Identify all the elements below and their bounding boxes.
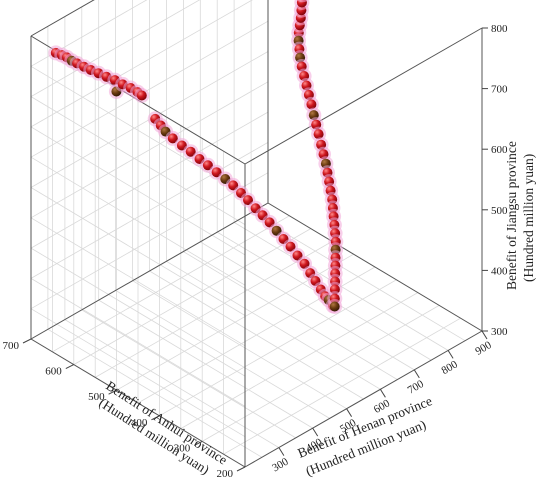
data-point-marker bbox=[211, 167, 222, 178]
floor-grid-line bbox=[64, 319, 280, 448]
back-wall-grid-line bbox=[30, 20, 269, 158]
x-axis-tick bbox=[151, 415, 160, 421]
z-axis-tick-label: 800 bbox=[491, 23, 508, 35]
back-wall-grid-line bbox=[30, 142, 269, 279]
side-wall-grid-line bbox=[30, 247, 246, 377]
box-edge bbox=[30, 202, 269, 340]
z-axis-tick-label: 500 bbox=[491, 205, 508, 217]
x-axis-tick-label: 400 bbox=[131, 417, 148, 429]
z-axis-tick-label: 700 bbox=[491, 84, 508, 96]
box-edge bbox=[244, 330, 483, 468]
y-axis-tick bbox=[379, 389, 386, 398]
z-axis-label-line-2: (Hundred million yuan) bbox=[521, 154, 536, 282]
z-axis-tick-label: 400 bbox=[491, 265, 508, 277]
floor-grid-line bbox=[47, 328, 263, 458]
back-wall-grid-line bbox=[30, 81, 269, 219]
data-point bbox=[297, 0, 308, 3]
floor-grid-line bbox=[166, 260, 381, 390]
data-point-marker bbox=[136, 90, 147, 101]
data-point-marker bbox=[329, 301, 340, 312]
box-edge bbox=[244, 27, 483, 165]
x-axis-tick-label: 300 bbox=[174, 442, 191, 454]
x-axis-tick bbox=[108, 389, 117, 395]
floor-grid-line bbox=[200, 241, 415, 371]
floor-grid-line bbox=[81, 309, 297, 439]
z-axis-tick-label: 300 bbox=[491, 326, 508, 338]
points-group bbox=[48, 0, 344, 314]
axis-ticks-group: 2003004005006007003004005006007008009003… bbox=[3, 23, 509, 480]
back-wall-grid-line bbox=[30, 172, 269, 310]
box-edge bbox=[267, 202, 483, 332]
data-point-glow bbox=[297, 0, 308, 3]
data-point bbox=[134, 88, 150, 103]
data-point bbox=[327, 299, 343, 314]
y-axis-tick bbox=[413, 369, 420, 379]
data-point-marker bbox=[167, 133, 178, 144]
data-point-marker bbox=[285, 241, 296, 252]
side-wall-grid-line bbox=[30, 126, 246, 256]
data-point-marker bbox=[313, 129, 324, 140]
data-point-marker bbox=[243, 195, 253, 206]
x-axis-tick-label: 700 bbox=[3, 340, 20, 352]
side-wall-grid-line bbox=[30, 96, 246, 225]
floor-grid-line bbox=[183, 251, 398, 380]
box-edge bbox=[30, 338, 246, 468]
x-axis-tick-label: 600 bbox=[45, 366, 62, 378]
y-axis-tick bbox=[481, 330, 488, 340]
side-wall-grid-line bbox=[30, 156, 246, 286]
floor-grid-line bbox=[98, 299, 313, 429]
side-wall-grid-line bbox=[30, 308, 246, 438]
back-wall-grid-line bbox=[30, 0, 148, 67]
floor-grid-line bbox=[132, 280, 347, 410]
data-point-marker bbox=[306, 99, 317, 110]
y-axis-tick-label: 700 bbox=[406, 378, 427, 397]
back-wall-grid-line bbox=[30, 111, 269, 249]
y-axis-tick-label: 800 bbox=[439, 358, 460, 377]
floor-grid-line bbox=[149, 270, 364, 400]
back-wall-grid-line bbox=[30, 0, 253, 128]
x-axis-tick bbox=[193, 440, 203, 446]
data-point-marker bbox=[202, 160, 213, 171]
z-axis-tick-label: 600 bbox=[491, 144, 508, 156]
back-wall-grid-line bbox=[30, 0, 201, 97]
box-edge bbox=[30, 0, 95, 37]
y-axis-tick-label: 300 bbox=[270, 455, 291, 474]
side-wall-grid-line bbox=[30, 217, 246, 347]
data-point-marker bbox=[185, 146, 196, 157]
x-axis-tick bbox=[22, 338, 32, 344]
z-axis-label-line-1: Benefit of Jiangsu province bbox=[504, 141, 519, 290]
y-axis-tick bbox=[278, 447, 285, 456]
box-frame bbox=[30, 0, 483, 468]
y-axis-tick bbox=[312, 427, 319, 437]
y-axis-tick-label: 900 bbox=[473, 339, 494, 358]
y-axis-tick bbox=[346, 408, 353, 417]
floor-grid-line bbox=[115, 290, 330, 419]
data-point-marker bbox=[299, 258, 310, 269]
x-axis-tick-label: 200 bbox=[217, 468, 234, 480]
side-wall-grid-line bbox=[30, 187, 246, 316]
side-wall-grid-line bbox=[30, 278, 246, 407]
x-axis-tick-label: 500 bbox=[88, 391, 105, 403]
x-axis-tick bbox=[236, 466, 246, 472]
y-axis-tick bbox=[447, 350, 454, 359]
x-axis-tick bbox=[65, 364, 75, 370]
